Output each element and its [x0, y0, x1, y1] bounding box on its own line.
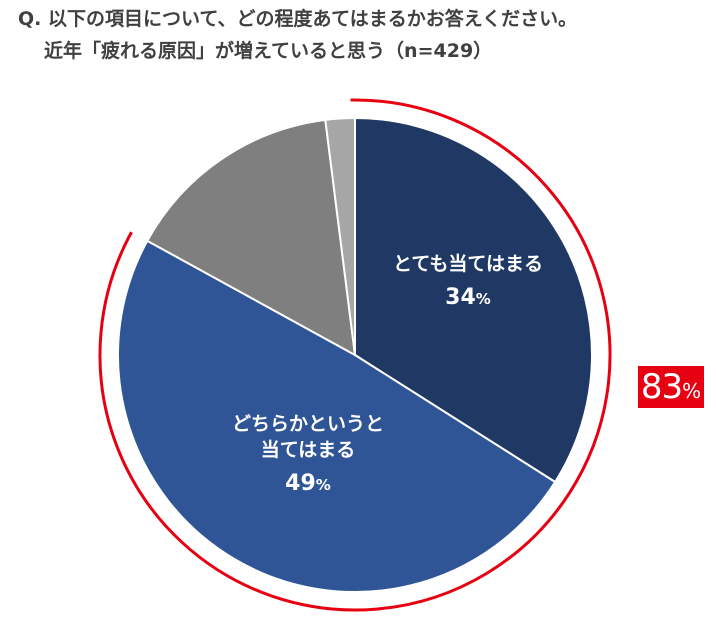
slice-value-1: 49% [285, 471, 331, 496]
total-highlight-suffix: % [682, 379, 702, 403]
highlight-arc-layer [98, 98, 612, 612]
slice-label-1-line-1: 当てはまる [261, 438, 356, 461]
total-highlight-value: 83 [640, 367, 683, 407]
question-text: Q. 以下の項目について、どの程度あてはまるかお答えください。 近年「疲れる原因… [18, 10, 708, 61]
pie-slice-0 [354, 116, 593, 484]
highlight-arc [98, 98, 612, 612]
total-highlight-badge: 83 % [638, 366, 704, 408]
question-line-1: Q. 以下の項目について、どの程度あてはまるかお答えください。 [18, 8, 578, 30]
pie-slice-2 [145, 118, 357, 357]
slice-label-1-line-0: どちらかというと [232, 413, 384, 435]
pie-slice-3 [324, 116, 356, 356]
slice-label-group-0: とても当てはまる 34% [393, 252, 543, 310]
slice-value-0: 34% [445, 285, 491, 310]
pie-slice-1 [117, 239, 557, 593]
question-line-2: 近年「疲れる原因」が増えていると思う（n=429） [44, 40, 493, 62]
slice-label-0-line-0: とても当てはまる [393, 252, 543, 275]
pie-slices [117, 116, 593, 593]
